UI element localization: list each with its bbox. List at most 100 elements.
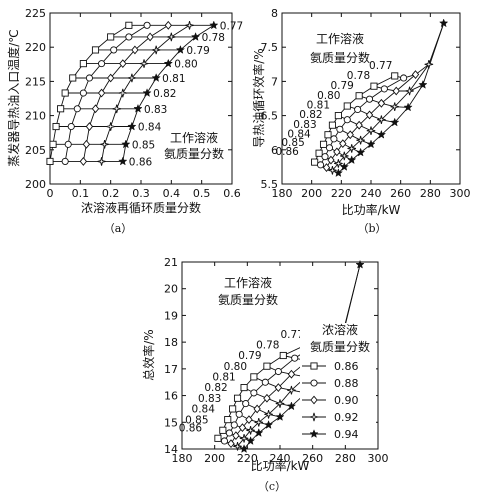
row-label: 0.81	[307, 100, 330, 112]
row-label: 0.82	[204, 382, 227, 394]
data-point	[347, 155, 357, 165]
data-point	[250, 373, 258, 381]
y-tick-label: 16	[164, 390, 178, 403]
data-point	[85, 74, 93, 82]
data-point	[79, 157, 88, 166]
data-point	[328, 166, 337, 175]
x-tick-label: 280	[420, 187, 441, 200]
data-point	[225, 429, 233, 437]
data-point	[253, 404, 261, 414]
data-point	[263, 420, 274, 429]
data-point	[287, 385, 296, 395]
y-tick-label: 6.5	[261, 110, 279, 123]
row-label: 0.86	[179, 422, 203, 434]
data-point	[232, 431, 240, 441]
data-point	[69, 74, 77, 82]
row-label: 0.85	[281, 137, 304, 149]
y-tick-label: 20	[164, 283, 178, 296]
data-point	[219, 426, 227, 434]
data-point	[343, 102, 351, 110]
data-point	[377, 98, 386, 108]
data-point	[336, 125, 344, 133]
data-point	[356, 135, 365, 145]
annotation-line2: 氨质量分数	[164, 146, 224, 161]
data-point	[315, 149, 323, 157]
x-tick-label: 300	[368, 452, 389, 465]
y-tick-label: 5.5	[261, 178, 279, 191]
data-point	[321, 153, 329, 161]
data-point	[238, 423, 247, 433]
x-axis-label: 比功率/kW	[342, 202, 401, 217]
x-tick-label: 260	[302, 452, 323, 465]
panel-caption: （c）	[258, 480, 286, 493]
legend-marker-circle	[310, 379, 318, 387]
data-point	[127, 121, 137, 131]
y-tick-label: 17	[164, 363, 178, 376]
data-point	[131, 45, 139, 55]
y-tick-label: 225	[25, 7, 46, 20]
y-tick-label: 21	[164, 256, 178, 269]
row-label: 0.81	[162, 73, 185, 85]
data-point	[366, 126, 376, 135]
data-point	[339, 162, 349, 171]
data-point	[365, 110, 374, 120]
row-label: 0.78	[202, 32, 225, 44]
series-line	[101, 24, 190, 162]
x-tick-label: 180	[272, 187, 293, 200]
data-point	[235, 410, 243, 418]
row-label: 0.83	[198, 393, 221, 405]
legend-label: 0.94	[334, 428, 359, 441]
data-point	[245, 415, 253, 425]
x-tick-label: 200	[301, 187, 322, 200]
panel-caption: （a）	[104, 222, 133, 235]
data-point	[322, 163, 331, 172]
x-tick-label: 240	[270, 452, 291, 465]
row-label: 0.79	[238, 350, 261, 362]
data-point	[311, 158, 319, 166]
data-point	[334, 159, 343, 168]
data-point	[264, 409, 273, 419]
x-tick-label: 260	[390, 187, 411, 200]
data-point	[355, 147, 366, 157]
data-point	[246, 425, 255, 435]
data-point	[346, 130, 354, 140]
data-point	[127, 73, 137, 83]
data-point	[291, 354, 299, 362]
x-tick-label: 240	[361, 187, 382, 200]
row-label: 0.82	[153, 88, 176, 100]
data-point	[324, 131, 332, 139]
data-point	[151, 45, 161, 55]
series-group	[46, 20, 219, 166]
data-point	[330, 135, 338, 143]
data-point	[175, 45, 186, 54]
data-point	[343, 116, 351, 124]
data-point	[163, 58, 173, 68]
data-point	[82, 139, 91, 149]
data-point	[355, 92, 363, 100]
data-point	[167, 32, 176, 42]
x-tick-label: 0.1	[72, 187, 90, 200]
data-point	[347, 144, 357, 153]
data-point	[133, 103, 143, 113]
data-point	[380, 85, 388, 93]
row-label: 0.79	[330, 80, 353, 92]
panel-caption: （b）	[357, 222, 386, 235]
data-point	[64, 140, 72, 148]
data-point	[274, 383, 283, 392]
x-tick-label: 0	[47, 187, 54, 200]
iso-line	[253, 376, 307, 394]
row-label: 0.82	[299, 109, 322, 121]
data-point	[275, 412, 285, 421]
data-point	[263, 362, 271, 370]
series-line	[338, 23, 445, 174]
chart-panel-a: 0 0.1 0.2 0.3 0.4 0.5 0.6 200 205 210 215 220 225 0.7…	[6, 7, 243, 235]
data-point	[286, 401, 297, 411]
data-point	[118, 156, 128, 166]
data-point	[287, 369, 296, 379]
row-label: 0.84	[192, 404, 216, 416]
data-point	[190, 32, 201, 41]
data-point	[61, 157, 69, 165]
data-point	[365, 95, 374, 103]
annotation-line1: 工作溶液	[170, 130, 218, 145]
data-point	[400, 74, 408, 82]
